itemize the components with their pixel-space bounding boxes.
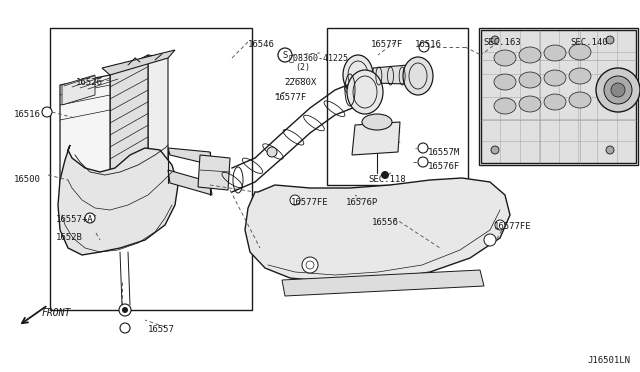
Text: J16501LN: J16501LN [587, 356, 630, 365]
Text: 16576F: 16576F [428, 162, 460, 171]
Circle shape [85, 213, 95, 223]
Circle shape [267, 147, 277, 157]
Polygon shape [102, 50, 175, 75]
Circle shape [495, 220, 505, 230]
Circle shape [278, 48, 292, 62]
Ellipse shape [569, 68, 591, 84]
Bar [481, 30, 636, 163]
Ellipse shape [519, 96, 541, 112]
Ellipse shape [569, 92, 591, 108]
Text: S: S [282, 51, 287, 60]
Polygon shape [198, 155, 230, 190]
Circle shape [604, 76, 632, 104]
Ellipse shape [544, 94, 566, 110]
Circle shape [491, 36, 499, 44]
Circle shape [290, 195, 300, 205]
Ellipse shape [347, 70, 383, 114]
Ellipse shape [403, 57, 433, 95]
Circle shape [418, 157, 428, 167]
Circle shape [606, 36, 614, 44]
Ellipse shape [494, 74, 516, 90]
Text: 16526: 16526 [76, 78, 103, 87]
Bar [479, 28, 638, 165]
Text: 22680X: 22680X [284, 78, 316, 87]
Circle shape [302, 257, 318, 273]
Polygon shape [245, 178, 510, 282]
Ellipse shape [519, 47, 541, 63]
Text: 16577FE: 16577FE [494, 222, 532, 231]
Text: 16556: 16556 [372, 218, 399, 227]
Polygon shape [62, 75, 95, 105]
Bar [50, 28, 252, 310]
Text: 16557M: 16557M [428, 148, 460, 157]
Text: (2): (2) [295, 63, 310, 72]
Ellipse shape [519, 72, 541, 88]
Text: 16516: 16516 [415, 40, 442, 49]
Bar [327, 28, 468, 185]
Ellipse shape [343, 55, 373, 95]
Circle shape [122, 307, 128, 313]
Circle shape [491, 146, 499, 154]
Polygon shape [148, 55, 168, 175]
Text: 傃08360-41225: 傃08360-41225 [289, 53, 349, 62]
Ellipse shape [494, 98, 516, 114]
Ellipse shape [362, 114, 392, 130]
Text: 16557: 16557 [148, 325, 175, 334]
Text: 16557+A: 16557+A [56, 215, 93, 224]
Text: FRONT: FRONT [42, 308, 72, 318]
Polygon shape [168, 148, 212, 165]
Polygon shape [282, 270, 484, 296]
Polygon shape [110, 55, 148, 195]
Circle shape [611, 83, 625, 97]
Circle shape [596, 68, 640, 112]
Bar [481, 30, 636, 163]
Text: 16577F: 16577F [371, 40, 403, 49]
Polygon shape [352, 122, 400, 155]
Text: 16546: 16546 [248, 40, 275, 49]
Ellipse shape [544, 45, 566, 61]
Text: SEC.118: SEC.118 [368, 175, 406, 184]
Circle shape [119, 304, 131, 316]
Ellipse shape [494, 50, 516, 66]
Polygon shape [58, 145, 178, 255]
Text: 16576P: 16576P [346, 198, 378, 207]
Circle shape [606, 146, 614, 154]
Text: 16577F: 16577F [275, 93, 307, 102]
Circle shape [484, 234, 496, 246]
Ellipse shape [544, 70, 566, 86]
Circle shape [42, 107, 52, 117]
Circle shape [418, 143, 428, 153]
Polygon shape [168, 170, 212, 195]
Text: SEC.140: SEC.140 [570, 38, 607, 47]
Text: 16516: 16516 [14, 110, 41, 119]
Polygon shape [60, 75, 110, 205]
Text: SEC.163: SEC.163 [483, 38, 520, 47]
Ellipse shape [569, 44, 591, 60]
Text: 16500: 16500 [14, 175, 41, 184]
Circle shape [381, 171, 389, 179]
Text: 16577FE: 16577FE [291, 198, 328, 207]
Circle shape [120, 323, 130, 333]
Polygon shape [373, 65, 408, 84]
Circle shape [419, 42, 429, 52]
Text: 1652B: 1652B [56, 233, 83, 242]
